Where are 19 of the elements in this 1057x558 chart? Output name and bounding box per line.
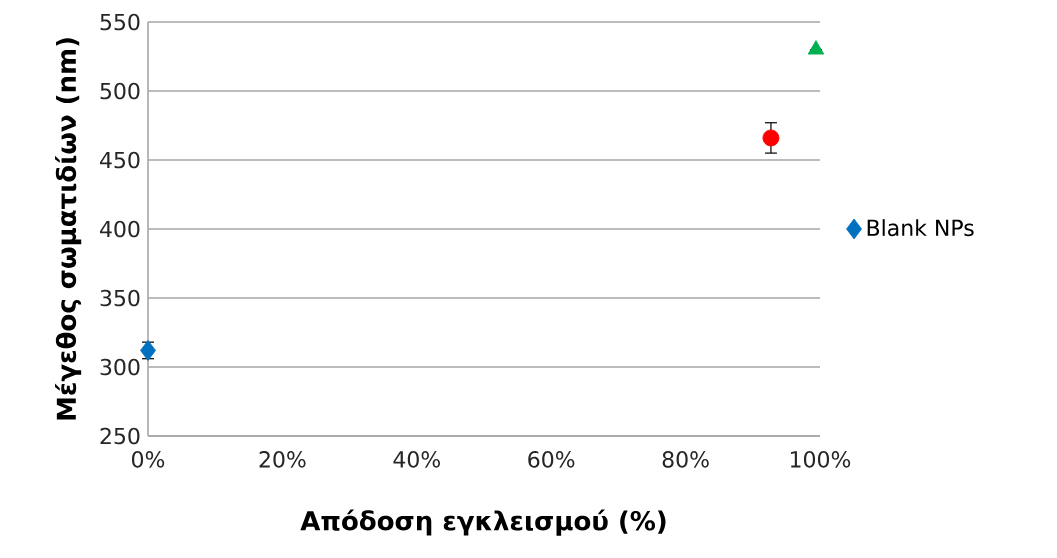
legend-label: Blank NPs <box>867 219 974 237</box>
x-tick-label: 0% <box>132 451 165 468</box>
x-tick-label: 100% <box>790 451 851 468</box>
x-axis-title: Απόδοση εγκλεισμού (%) <box>300 509 666 536</box>
y-tick-label: 450 <box>100 151 140 169</box>
point <box>807 40 825 55</box>
y-tick-label: 400 <box>100 220 140 238</box>
y-tick-label: 550 <box>100 13 140 31</box>
x-tick-label: 40% <box>393 451 441 468</box>
point <box>762 129 780 147</box>
x-tick-label: 60% <box>528 451 575 468</box>
y-tick-label: 350 <box>100 289 140 307</box>
y-axis-title: Μέγεθος σωματιδίων (nm) <box>54 38 82 420</box>
x-tick-label: 80% <box>662 451 709 468</box>
y-tick-label: 500 <box>100 82 140 100</box>
x-tick-label: 20% <box>259 451 306 468</box>
point <box>140 340 156 361</box>
y-tick-label: 300 <box>100 358 140 376</box>
y-tick-label: 250 <box>100 427 140 445</box>
